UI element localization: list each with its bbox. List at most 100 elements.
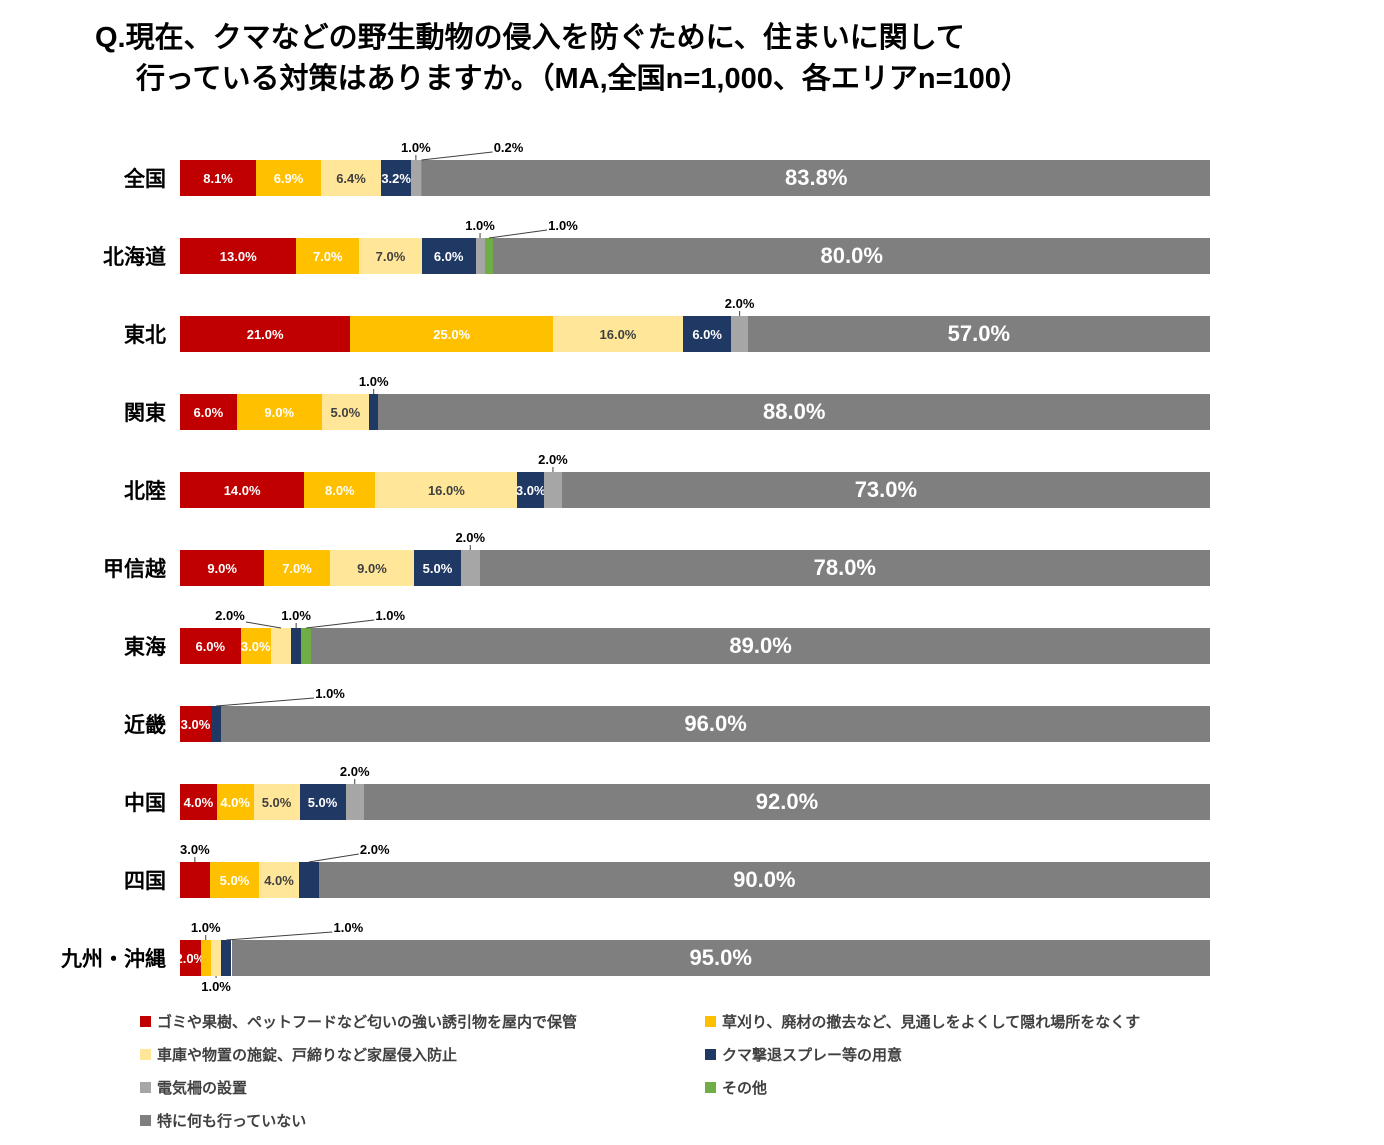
segment-value-callout: 1.0%	[375, 608, 406, 624]
bar-segment	[553, 316, 683, 353]
bar-segment	[180, 862, 210, 899]
callout-line	[216, 697, 315, 707]
segment-value-label: 3.0%	[240, 638, 271, 654]
segment-value-label: 5.0%	[422, 560, 453, 576]
bar-segment	[381, 160, 412, 197]
segment-value-label: 5.0%	[330, 404, 361, 420]
bar-segment	[221, 940, 232, 977]
bar-segment	[301, 628, 312, 665]
bar-segment	[298, 862, 319, 899]
segment-value-label: 3.0%	[515, 482, 546, 498]
segment-value-label: 13.0%	[219, 248, 257, 264]
bar-segment	[422, 160, 1210, 197]
callout-line	[488, 229, 548, 239]
bar-area: 14.0% 8.0% 16.0% 3.0% 2.0% 73.0%	[180, 451, 1210, 529]
segment-value-callout: 0.2%	[493, 140, 524, 156]
segment-value-callout: 2.0%	[724, 296, 755, 312]
bar-segment	[479, 550, 1210, 587]
chart-legend: ゴミや果樹、ペットフードなど匂いの強い誘引物を屋内で保管車庫や物置の施錠、戸締り…	[140, 1011, 1384, 1131]
segment-value-label: 6.9%	[273, 170, 304, 186]
legend-item: 草刈り、廃材の撤去など、見通しをよくして隠れ場所をなくす	[705, 1011, 1140, 1032]
segment-value-callout: 2.0%	[538, 452, 568, 468]
segment-value-callout: 1.0%	[281, 608, 311, 624]
segment-value-label: 83.8%	[785, 165, 848, 191]
segment-value-label: 4.0%	[183, 794, 214, 810]
legend-item: ゴミや果樹、ペットフードなど匂いの強い誘引物を屋内で保管	[140, 1011, 705, 1032]
bar-segment	[180, 472, 305, 509]
region-label: 近畿	[124, 714, 166, 738]
bar-segment	[411, 160, 421, 197]
segment-value-callout: 1.0%	[315, 686, 345, 702]
legend-label: 特に何も行っていない	[157, 1113, 307, 1131]
segment-value-callout: 2.0%	[359, 842, 390, 858]
segment-value-callout: 1.0%	[358, 374, 389, 390]
bar-segment	[320, 160, 382, 197]
segment-value-label: 8.0%	[324, 482, 355, 498]
bar-segment	[209, 862, 260, 899]
legend-swatch-icon	[705, 1049, 716, 1061]
region-label: 北海道	[103, 246, 166, 270]
segment-value-label: 3.2%	[381, 170, 411, 186]
legend-item: クマ撃退スプレー等の用意	[705, 1044, 1140, 1065]
segment-value-label: 78.0%	[813, 555, 876, 581]
bar-segment	[270, 628, 292, 665]
legend-swatch-icon	[140, 1082, 151, 1094]
segment-value-label: 5.0%	[261, 794, 292, 810]
bar-segment	[517, 472, 545, 509]
bar-segment	[253, 784, 300, 821]
bar-segment	[200, 940, 211, 977]
bar-segment	[544, 472, 562, 509]
chart-title-line2: 行っている対策はありますか。（MA,全国n=1,000、各エリアn=100）	[136, 62, 1030, 95]
region-label: 四国	[124, 870, 166, 894]
segment-value-label: 7.0%	[282, 560, 312, 576]
legend-item: その他	[705, 1077, 1140, 1098]
callout-line	[308, 853, 359, 863]
legend-item: 特に何も行っていない	[140, 1110, 705, 1131]
legend-item: 車庫や物置の施錠、戸締りなど家屋侵入防止	[140, 1044, 705, 1065]
bar-segment	[180, 784, 217, 821]
bar-segment	[747, 316, 1210, 353]
bar-segment	[493, 238, 1210, 275]
bar-segment	[682, 316, 732, 353]
bar-segment	[731, 316, 748, 353]
segment-value-callout: 1.0%	[333, 920, 364, 936]
stacked-bar-chart: 全国 8.1% 6.9% 6.4% 3.2% 1.0% 0.2% 83.8% 北海道 13.0% 7…	[0, 139, 1384, 997]
segment-value-label: 88.0%	[763, 399, 826, 425]
legend-column: ゴミや果樹、ペットフードなど匂いの強い誘引物を屋内で保管車庫や物置の施錠、戸締り…	[140, 1011, 705, 1131]
bar-segment	[318, 862, 1210, 899]
bar-segment	[210, 706, 222, 743]
bar-area: 6.0% 3.0% 2.0% 1.0% 1.0% 89.0%	[180, 607, 1210, 685]
legend-label: その他	[722, 1080, 768, 1098]
segment-value-label: 8.1%	[203, 170, 233, 186]
bar-segment	[329, 550, 415, 587]
segment-value-label: 3.0%	[180, 716, 211, 732]
bar-segment	[256, 160, 321, 197]
region-label: 甲信越	[103, 558, 166, 582]
legend-column: 草刈り、廃材の撤去など、見通しをよくして隠れ場所をなくすクマ撃退スプレー等の用意…	[705, 1011, 1140, 1131]
bar-area: 13.0% 7.0% 7.0% 6.0% 1.0% 1.0% 80.0%	[180, 217, 1210, 295]
segment-value-callout: 1.0%	[201, 979, 231, 995]
segment-value-label: 6.4%	[336, 170, 366, 186]
segment-value-label: 2.0%	[175, 950, 206, 966]
bar-area: 6.0% 9.0% 5.0% 1.0% 88.0%	[180, 373, 1210, 451]
segment-value-callout: 2.0%	[339, 764, 370, 780]
segment-value-callout: 2.0%	[215, 608, 245, 624]
bar-area: 8.1% 6.9% 6.4% 3.2% 1.0% 0.2% 83.8%	[180, 139, 1210, 217]
chart-row: 北陸 14.0% 8.0% 16.0% 3.0% 2.0% 73.0%	[0, 451, 1384, 529]
region-label: 北陸	[124, 480, 166, 504]
bar-segment	[236, 394, 322, 431]
bar-segment	[299, 784, 346, 821]
legend-label: ゴミや果樹、ペットフードなど匂いの強い誘引物を屋内で保管	[157, 1014, 578, 1032]
bar-segment	[368, 394, 379, 431]
segment-value-label: 6.0%	[195, 638, 226, 654]
segment-value-label: 21.0%	[246, 326, 284, 342]
segment-value-callout: 1.0%	[465, 218, 495, 234]
legend-swatch-icon	[140, 1016, 151, 1028]
bar-segment	[180, 316, 351, 353]
segment-value-callout: 1.0%	[190, 920, 221, 936]
bar-segment	[180, 706, 211, 743]
bar-segment	[359, 238, 422, 275]
segment-value-label: 4.0%	[264, 872, 294, 888]
bar-segment	[414, 550, 461, 587]
legend-label: 草刈り、廃材の撤去など、見通しをよくして隠れ場所をなくす	[722, 1014, 1141, 1032]
